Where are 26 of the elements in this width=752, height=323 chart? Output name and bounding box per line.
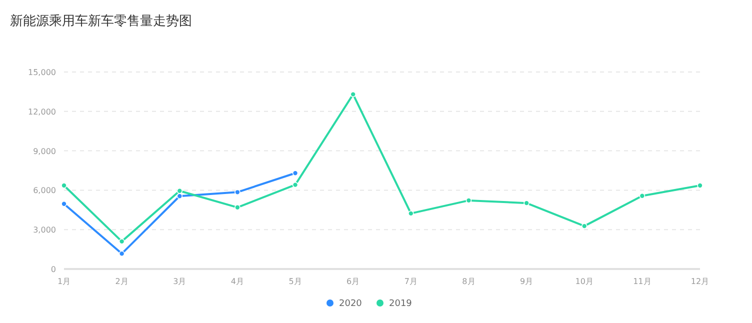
x-tick-label: 1月 (57, 277, 71, 286)
legend-label: 2019 (389, 299, 412, 309)
point (176, 188, 183, 194)
point (61, 182, 67, 188)
y-tick-label: 12,000 (28, 107, 56, 116)
y-tick-label: 0 (50, 265, 56, 274)
x-tick-label: 9月 (520, 277, 534, 286)
x-tick-label: 11月 (633, 277, 652, 286)
y-tick-label: 6,000 (33, 186, 56, 196)
x-tick-label: 10月 (575, 277, 594, 286)
x-tick-label: 5月 (288, 277, 302, 286)
x-tick-label: 3月 (173, 277, 186, 286)
x-tick-label: 6月 (346, 277, 360, 286)
x-tick-label: 4月 (230, 277, 244, 286)
y-tick-label: 9,000 (33, 146, 56, 156)
x-tick-label: 2月 (115, 277, 128, 286)
point (697, 182, 703, 188)
chart-title: 新能源乘用车新车零售量走势图 (10, 14, 192, 29)
point (176, 193, 183, 200)
y-tick-label: 3,000 (33, 226, 56, 235)
point (581, 223, 588, 229)
y-tick-label: 15,000 (28, 68, 56, 77)
x-tick-label: 12月 (690, 277, 710, 286)
x-tick-label: 8月 (462, 277, 476, 286)
x-tick-label: 7月 (404, 277, 418, 286)
legend-label: 2020 (339, 299, 362, 309)
